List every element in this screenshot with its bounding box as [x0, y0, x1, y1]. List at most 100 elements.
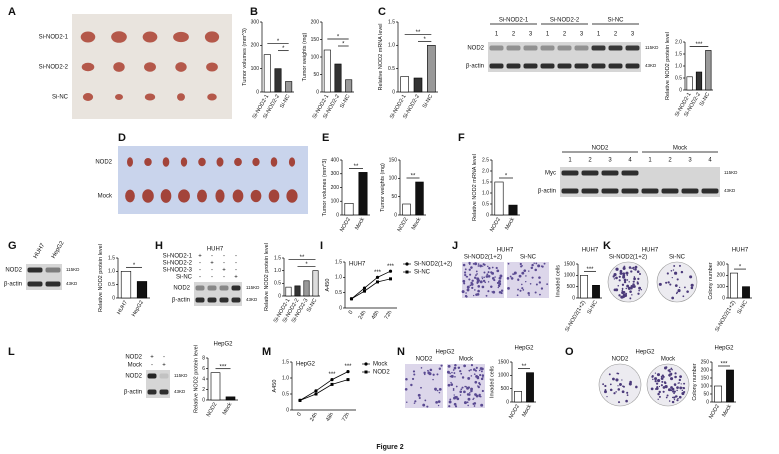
blot-band — [207, 297, 217, 303]
colony — [679, 386, 683, 390]
blot-band — [506, 63, 521, 69]
panel-label: B — [250, 6, 258, 18]
colony — [636, 282, 640, 285]
colony — [677, 397, 679, 400]
lane-number: 4 — [628, 158, 632, 164]
tumor — [252, 157, 260, 167]
y-tick-label: 200 — [331, 185, 340, 191]
cell — [463, 401, 467, 405]
tumor — [80, 31, 96, 43]
condition-sign: + — [150, 355, 154, 361]
y-tick-label: 6 — [202, 366, 205, 372]
cell — [447, 372, 449, 374]
significance-label: * — [305, 262, 308, 268]
y-tick-label: 100 — [331, 199, 340, 205]
y-tick-label: 0 — [278, 293, 281, 299]
y-tick-label: 300 — [251, 19, 260, 25]
colony — [684, 286, 686, 289]
significance-label: * — [282, 46, 285, 52]
cell — [528, 270, 530, 272]
bar — [358, 172, 368, 216]
colony — [625, 271, 629, 275]
x-tick-label: 48h — [371, 310, 381, 321]
blot-band — [231, 297, 241, 303]
colony — [654, 388, 657, 390]
cell — [498, 284, 501, 288]
cell — [404, 387, 408, 391]
y-axis-label: Tumor weights (mg) — [380, 163, 386, 212]
panel-label: I — [320, 240, 323, 252]
blot-band — [219, 297, 229, 303]
bar — [402, 203, 411, 216]
blot-band — [489, 45, 504, 51]
cell — [487, 265, 489, 268]
cell — [470, 375, 473, 377]
cell — [436, 389, 439, 392]
colony — [663, 381, 667, 384]
y-tick-label: 100 — [717, 284, 726, 290]
cell — [475, 274, 477, 277]
cell — [476, 273, 478, 275]
cell — [450, 381, 452, 384]
y-tick-label: 0.5 — [335, 290, 342, 296]
cell — [459, 390, 462, 394]
band-size-label: 115KD — [645, 45, 659, 50]
colony — [634, 265, 638, 269]
cell — [438, 391, 441, 394]
condition-sign: + — [198, 254, 202, 260]
colony — [637, 292, 640, 295]
panel-label: F — [458, 132, 465, 144]
y-tick-label: 0.5 — [482, 201, 489, 207]
cell — [529, 282, 532, 285]
colony — [677, 289, 681, 293]
cell — [520, 265, 523, 268]
point — [314, 392, 318, 396]
cell — [468, 369, 471, 372]
cell — [427, 369, 429, 372]
x-tick-label: NOD2 — [508, 404, 521, 420]
x-tick-label: NOD2 — [489, 217, 502, 233]
cell — [517, 288, 519, 291]
cell — [495, 266, 498, 270]
bar — [427, 45, 436, 93]
colony — [619, 383, 622, 386]
colony — [683, 382, 686, 385]
band-size-label: 115KD — [174, 373, 188, 378]
tumor — [215, 189, 225, 203]
colony — [673, 390, 676, 393]
y-tick-label: 0 — [572, 295, 575, 301]
bar — [726, 369, 734, 403]
cell — [538, 281, 542, 284]
significance-label: * — [505, 174, 508, 180]
tumor — [125, 189, 135, 203]
y-axis-label: Colony number — [692, 363, 698, 400]
colony — [630, 270, 633, 273]
blot-band — [159, 389, 169, 395]
cell — [531, 263, 534, 267]
cell — [467, 376, 471, 380]
colony — [666, 394, 669, 397]
blot-row-label: NOD2 — [467, 46, 484, 52]
colony — [662, 386, 666, 389]
cell — [481, 374, 485, 377]
y-axis-label: Relative NOD2 protein level — [264, 243, 270, 311]
cell — [483, 263, 486, 266]
colony — [617, 385, 619, 387]
colony — [669, 283, 672, 286]
colony — [668, 388, 671, 392]
point — [330, 382, 334, 386]
row-label: Si-NC — [52, 95, 69, 101]
cell — [429, 368, 433, 372]
colony — [636, 270, 640, 274]
cell — [533, 262, 535, 264]
chart-title: HUH7 — [349, 262, 366, 268]
y-tick-label: 1.5 — [282, 359, 289, 365]
cell — [469, 391, 471, 394]
y-axis-label: Relative NOD2 mRNA level — [472, 154, 478, 221]
colony-dish — [656, 261, 698, 303]
cell — [487, 275, 491, 278]
y-tick-label: 1.0 — [282, 375, 289, 381]
y-tick-label: 1500 — [564, 261, 575, 267]
x-tick-label: Si-NC — [279, 94, 292, 110]
